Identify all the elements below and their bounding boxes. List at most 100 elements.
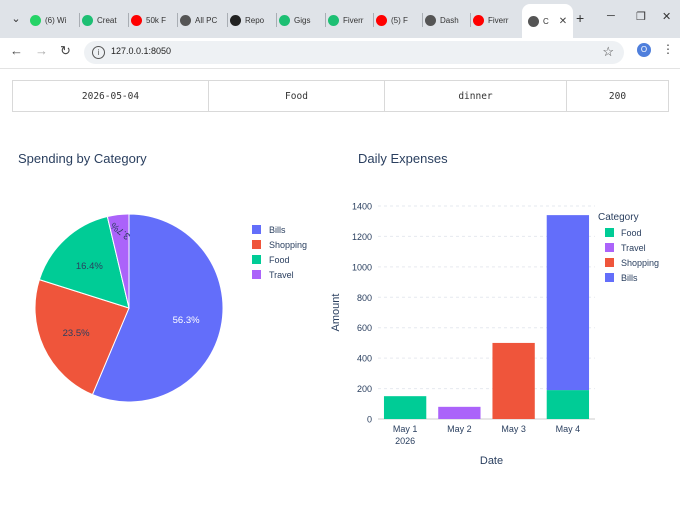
expense-table-row: 2026-05-04 Food dinner 200	[12, 80, 669, 112]
pie-slice-label: 16.4%	[76, 261, 103, 272]
legend-label[interactable]: Bills	[269, 225, 286, 235]
y-tick-label: 400	[357, 354, 372, 364]
y-tick-label: 1000	[352, 262, 372, 272]
tab-1[interactable]: Creat	[82, 6, 126, 34]
whatsapp-icon	[30, 14, 41, 26]
cell-date: 2026-05-04	[13, 81, 209, 111]
x-axis-title: Date	[480, 455, 503, 467]
y-tick-label: 0	[367, 415, 372, 425]
tab-separator	[325, 13, 326, 27]
legend-label[interactable]: Food	[621, 228, 642, 238]
legend-label[interactable]: Bills	[621, 273, 638, 283]
legend-label[interactable]: Shopping	[269, 240, 307, 250]
tab-separator	[276, 13, 277, 27]
bar-travel[interactable]	[438, 406, 481, 419]
globe-icon	[180, 14, 191, 26]
fiverr-icon	[82, 14, 93, 26]
bar-shopping[interactable]	[492, 342, 535, 419]
cell-description: dinner	[385, 81, 567, 111]
profile-avatar[interactable]: O	[637, 43, 651, 57]
legend-swatch[interactable]	[605, 273, 614, 282]
bar-chart-title: Daily Expenses	[358, 151, 448, 166]
tab-7[interactable]: (5) F	[376, 6, 420, 34]
cell-category: Food	[209, 81, 385, 111]
legend-title: Category	[598, 212, 639, 223]
tab-label: (5) F	[391, 15, 408, 25]
tab-4[interactable]: Repo	[230, 6, 274, 34]
bar-chart: 0 200 400 600 800 1000 1200 1400 May 1 2026 May 2 M…	[330, 202, 659, 468]
youtube-icon	[376, 14, 387, 26]
tab-label: Fiverr	[343, 15, 364, 25]
fiverr-icon	[279, 14, 290, 26]
tab-active[interactable]: C ✕	[522, 4, 574, 38]
tab-label: Gigs	[294, 15, 311, 25]
pie-slice-shopping[interactable]	[34, 279, 130, 396]
legend-swatch[interactable]	[605, 258, 614, 267]
tab-separator	[79, 13, 80, 27]
github-icon	[230, 14, 241, 26]
y-tick-label: 1400	[352, 202, 372, 212]
tab-5[interactable]: Gigs	[279, 6, 323, 34]
tab-8[interactable]: Dash	[425, 6, 469, 34]
legend-swatch[interactable]	[605, 243, 614, 252]
youtube-icon	[131, 14, 142, 26]
cell-amount: 200	[608, 90, 627, 102]
reload-button[interactable]: ↻	[60, 43, 71, 58]
tab-label: All PC	[195, 15, 218, 25]
bar-food[interactable]	[383, 396, 427, 419]
pie-slice-bills[interactable]	[91, 213, 224, 403]
bar-food[interactable]	[546, 390, 590, 419]
back-button[interactable]: ←	[10, 43, 23, 58]
close-window-icon[interactable]: ✕	[662, 11, 672, 23]
url-text: 127.0.0.1:8050	[111, 46, 172, 56]
x-tick-label: May 4	[556, 424, 581, 434]
dash-icon	[528, 15, 539, 27]
legend-swatch[interactable]	[252, 255, 261, 264]
legend-swatch[interactable]	[605, 228, 614, 237]
pie-slice-label: 23.5%	[63, 328, 90, 339]
tab-label: Dash	[440, 15, 459, 25]
legend-label[interactable]: Food	[269, 255, 290, 265]
tab-separator	[470, 13, 471, 27]
pie-slice-label: 56.3%	[173, 315, 200, 326]
legend-label[interactable]: Travel	[269, 270, 294, 280]
y-tick-label: 800	[357, 293, 372, 303]
bar-bills[interactable]	[546, 215, 590, 391]
restore-icon[interactable]: ❐	[636, 11, 646, 23]
minimize-icon[interactable]: ─	[607, 10, 615, 22]
legend-swatch[interactable]	[252, 270, 261, 279]
y-tick-label: 200	[357, 384, 372, 394]
browser-tab-bar: ⌄ (6) Wi Creat 50k F All PC Repo Gigs Fiverr (5…	[0, 0, 680, 38]
legend-swatch[interactable]	[252, 225, 261, 234]
tab-separator	[227, 13, 228, 27]
tab-separator	[422, 13, 423, 27]
pie-slice-food[interactable]	[38, 215, 130, 309]
tab-search-menu-icon[interactable]: ⌄	[11, 13, 21, 25]
tab-3[interactable]: All PC	[180, 6, 224, 34]
pie-chart: 56.3%23.5%16.4%3.7% BillsShoppingFoodTrav…	[34, 213, 307, 403]
tab-9[interactable]: Fiverr	[473, 6, 517, 34]
address-bar[interactable]: i 127.0.0.1:8050 ☆	[84, 41, 624, 64]
tab-0[interactable]: (6) Wi	[30, 6, 74, 34]
tab-active-label: C	[543, 16, 549, 26]
site-info-icon[interactable]: i	[92, 46, 105, 59]
x-tick-label: May 3	[501, 424, 526, 434]
tab-6[interactable]: Fiverr	[328, 6, 372, 34]
menu-kebab-icon[interactable]: ⋮	[662, 42, 674, 56]
legend-label[interactable]: Shopping	[621, 258, 659, 268]
y-tick-label: 1200	[352, 232, 372, 242]
bookmark-star-icon[interactable]: ☆	[602, 44, 614, 59]
tab-label: (6) Wi	[45, 15, 67, 25]
legend-label[interactable]: Travel	[621, 243, 646, 253]
pie-slice-travel[interactable]	[106, 213, 130, 309]
new-tab-button[interactable]: +	[576, 10, 585, 26]
tab-2[interactable]: 50k F	[131, 6, 175, 34]
fiverr-icon	[328, 14, 339, 26]
tab-label: Creat	[97, 15, 117, 25]
legend-swatch[interactable]	[252, 240, 261, 249]
close-tab-icon[interactable]: ✕	[558, 15, 568, 27]
forward-button[interactable]: →	[35, 43, 48, 58]
youtube-icon	[473, 14, 484, 26]
tab-separator	[177, 13, 178, 27]
x-tick-sublabel: 2026	[395, 436, 415, 446]
